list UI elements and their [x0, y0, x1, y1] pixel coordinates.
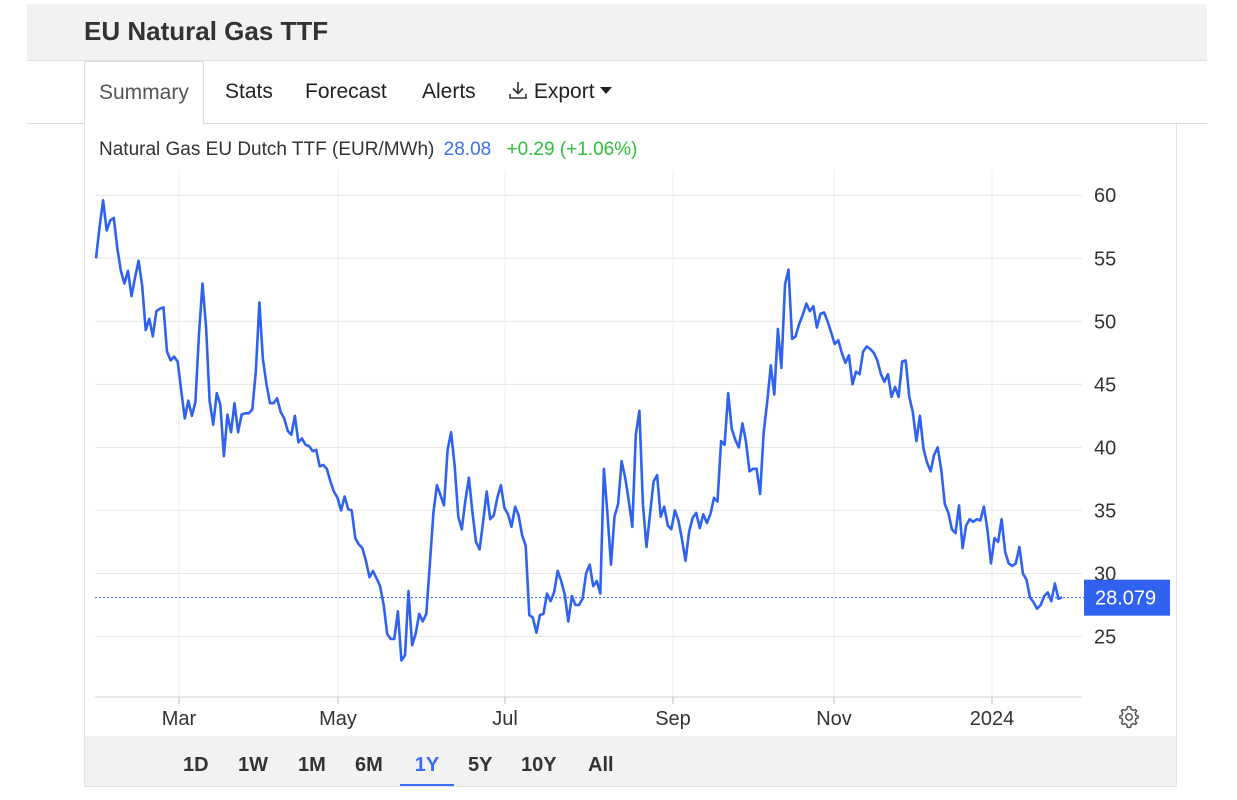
y-tick-label: 50 — [1094, 311, 1116, 333]
range-1m-button[interactable]: 1M — [298, 754, 326, 776]
range-5y-button[interactable]: 5Y — [468, 754, 493, 776]
tabs-row: Summary Stats Forecast Alerts Export — [27, 61, 1207, 125]
last-price: 28.08 — [443, 139, 492, 160]
chart-frame — [84, 124, 1177, 736]
x-tick-label: 2024 — [970, 708, 1015, 730]
range-selector: 1D 1W 1M 6M 1Y 5Y 10Y All — [84, 736, 1177, 787]
series-name: Natural Gas EU Dutch TTF (EUR/MWh) — [99, 139, 435, 160]
tab-summary[interactable]: Summary — [84, 61, 204, 125]
y-tick-label: 55 — [1094, 248, 1116, 270]
page-title: EU Natural Gas TTF — [84, 16, 329, 46]
series-line — [94, 199, 1063, 662]
tab-stats[interactable]: Stats — [225, 80, 273, 103]
x-tick-label: Jul — [492, 708, 518, 730]
y-tick-label: 60 — [1094, 185, 1116, 207]
x-tick-label: Sep — [655, 708, 691, 730]
tab-forecast[interactable]: Forecast — [305, 80, 387, 103]
range-10y-button[interactable]: 10Y — [521, 754, 557, 776]
price-change: +0.29 (+1.06%) — [506, 139, 638, 160]
range-1w-button[interactable]: 1W — [238, 754, 268, 776]
range-6m-button[interactable]: 6M — [355, 754, 383, 776]
last-value-tag-bg — [1084, 579, 1170, 616]
x-tick-label: Nov — [816, 708, 852, 730]
x-tick-label: Mar — [162, 708, 197, 730]
y-tick-label: 45 — [1094, 374, 1116, 396]
x-tick-label: May — [319, 708, 357, 730]
y-tick-label: 25 — [1094, 626, 1116, 648]
tab-export[interactable]: Export — [508, 61, 613, 123]
download-icon — [509, 82, 527, 99]
y-tick-label: 35 — [1094, 500, 1116, 522]
range-1d-button[interactable]: 1D — [183, 754, 209, 776]
chevron-down-icon — [600, 87, 613, 94]
title-bar: EU Natural Gas TTF — [27, 4, 1207, 61]
range-1y-button[interactable]: 1Y — [400, 736, 454, 786]
y-tick-label: 40 — [1094, 437, 1116, 459]
chart-legend: Natural Gas EU Dutch TTF (EUR/MWh) 28.08… — [99, 139, 637, 161]
gear-icon[interactable] — [1117, 705, 1141, 729]
last-value-tag-label: 28.079 — [1095, 588, 1156, 610]
range-all-button[interactable]: All — [588, 754, 614, 776]
last-value-tag: 28.079 — [1084, 579, 1170, 616]
tab-alerts[interactable]: Alerts — [422, 80, 476, 103]
export-label: Export — [533, 80, 595, 103]
